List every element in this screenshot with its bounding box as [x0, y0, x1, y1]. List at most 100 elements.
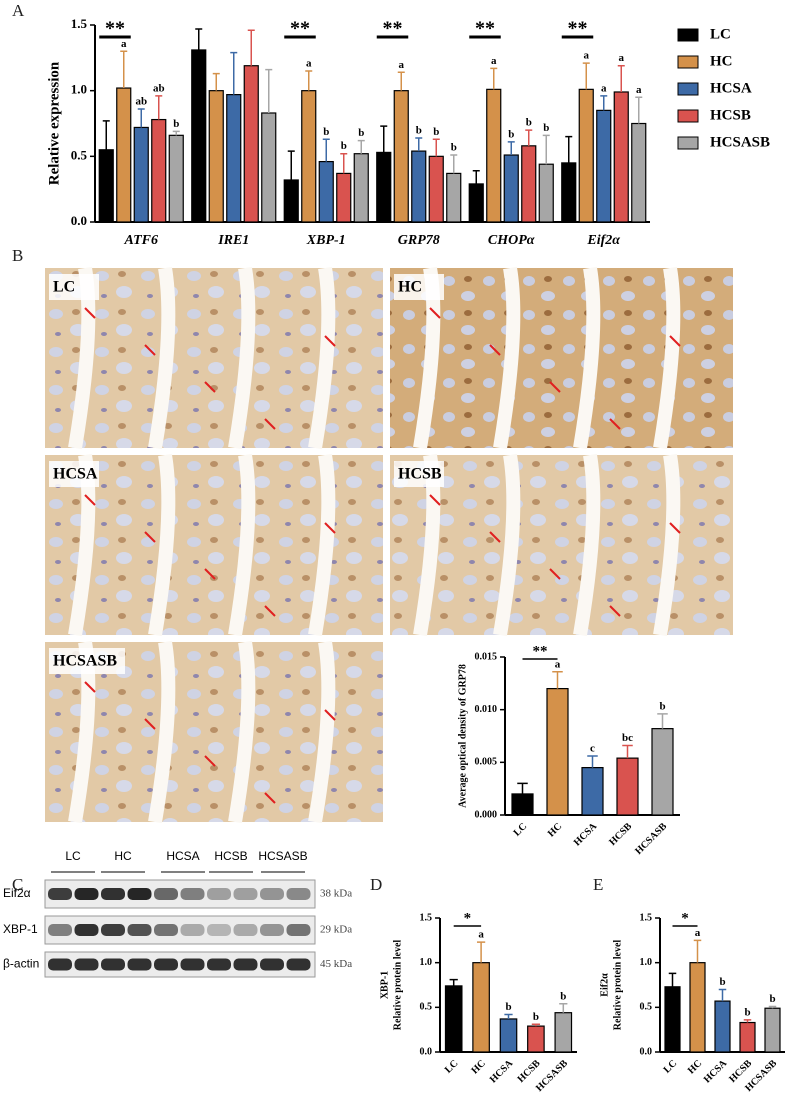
bar	[631, 122, 647, 223]
label-bg	[394, 461, 444, 487]
significance-letter: b	[323, 126, 329, 138]
arrow	[429, 307, 441, 319]
band	[233, 958, 258, 971]
bar	[538, 163, 554, 223]
band	[180, 924, 205, 936]
bar	[739, 1021, 756, 1053]
bar	[353, 153, 369, 223]
bar	[428, 155, 444, 223]
y-tick-label: 1.0	[420, 957, 433, 968]
bar	[98, 149, 114, 223]
lumen	[493, 453, 521, 637]
significance-letter: a	[478, 929, 484, 941]
significance-letter: a	[584, 50, 590, 62]
error-bar	[693, 939, 702, 963]
lumen	[228, 453, 256, 637]
micrograph-label: HCSASB	[53, 653, 117, 670]
bar	[561, 162, 577, 223]
band	[286, 958, 311, 971]
significance-mark: **	[383, 18, 403, 40]
y-tick-label: 0.5	[640, 1002, 653, 1013]
significance-mark: **	[568, 18, 588, 40]
error-bar	[102, 120, 110, 150]
bar	[191, 49, 207, 223]
significance-mark: *	[464, 910, 472, 926]
bar	[499, 1018, 518, 1053]
bar	[376, 151, 392, 223]
error-bar	[657, 713, 668, 729]
band	[260, 888, 284, 900]
lumen	[228, 640, 256, 824]
significance-letter: a	[619, 52, 625, 64]
x-tick-label: GRP78	[398, 233, 440, 248]
error-bar	[476, 941, 486, 963]
significance-mark: **	[475, 18, 495, 40]
error-bar	[449, 978, 458, 986]
lane-label: HC	[114, 849, 132, 863]
error-bar	[120, 50, 128, 89]
significance-letter: a	[306, 57, 312, 69]
error-bar	[137, 108, 145, 128]
band	[180, 958, 205, 971]
significance-letter: bc	[622, 732, 633, 744]
arrow	[669, 335, 681, 347]
blot-row-label: XBP-1	[3, 922, 38, 936]
significance-letter: b	[505, 1001, 511, 1013]
bar	[444, 985, 463, 1053]
error-bar	[504, 1013, 513, 1019]
significance-letter: ab	[153, 82, 165, 94]
bar	[511, 793, 534, 816]
panel-label: E	[593, 875, 603, 894]
significance-mark: **	[290, 18, 310, 40]
error-bar	[432, 138, 440, 157]
significance-letter: ab	[135, 96, 147, 108]
bar	[243, 65, 259, 223]
lumen	[653, 266, 681, 450]
significance-letter: b	[416, 124, 422, 136]
x-tick-label: HCSA	[488, 1057, 516, 1085]
lumen	[653, 453, 681, 637]
arrow	[204, 755, 216, 767]
x-tick-label: XBP-1	[306, 233, 346, 248]
arrow	[264, 792, 276, 804]
bar	[301, 90, 317, 223]
x-tick-label: LC	[443, 1058, 461, 1076]
bar	[486, 88, 502, 223]
bar	[151, 118, 167, 223]
bar	[581, 766, 604, 816]
significance-letter: b	[560, 990, 566, 1002]
bar	[714, 1000, 731, 1053]
bar	[578, 88, 594, 223]
band	[154, 888, 178, 900]
bar	[613, 91, 629, 223]
significance-letter: a	[695, 927, 701, 939]
bar	[521, 145, 537, 223]
bar	[546, 687, 569, 816]
error-bar	[305, 70, 313, 91]
bar	[283, 179, 299, 223]
y-tick-label: 0.5	[420, 1002, 433, 1013]
bar	[168, 134, 184, 223]
lumen	[148, 453, 176, 637]
bar	[226, 94, 242, 223]
arrow	[84, 494, 96, 506]
x-tick-label: HC	[469, 1058, 487, 1076]
band	[154, 924, 178, 936]
band	[207, 888, 231, 900]
error-bar	[230, 51, 238, 95]
arrow	[324, 335, 336, 347]
x-tick-label: LC	[662, 1058, 680, 1076]
arrow	[144, 531, 156, 543]
band	[74, 888, 99, 900]
legend-swatch	[677, 28, 699, 42]
label-bg	[49, 461, 99, 487]
micrograph-label: HCSA	[53, 466, 98, 483]
micrographs: LC HC HCSA HCSB HCSASB	[45, 266, 733, 824]
error-bar	[587, 755, 598, 768]
lumen	[308, 640, 336, 824]
significance-letter: b	[173, 118, 179, 130]
band	[74, 958, 99, 971]
significance-letter: a	[121, 38, 127, 50]
arrow	[204, 568, 216, 580]
band	[101, 924, 125, 936]
